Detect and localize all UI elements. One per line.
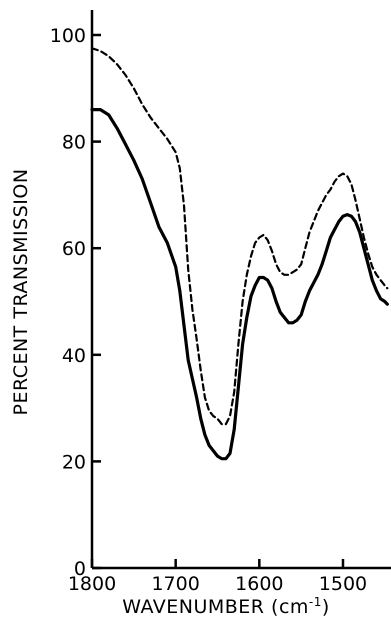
series-line-solid — [90, 108, 389, 461]
labels-layer: PERCENT TRANSMISSION WAVENUMBER (cm-1) — [10, 168, 330, 618]
series-line-dashed — [90, 47, 389, 426]
x-tick-label-1500: 1500 — [319, 573, 367, 595]
x-axis-title-superscript: -1 — [309, 595, 322, 609]
axes-layer — [90, 10, 391, 570]
y-tick-label-80: 80 — [62, 132, 86, 154]
x-axis-title-main: WAVENUMBER (cm — [122, 596, 309, 618]
y-axis-title: PERCENT TRANSMISSION — [10, 168, 32, 415]
y-tick-label-0: 0 — [74, 558, 86, 580]
x-tick-label-1600: 1600 — [235, 573, 283, 595]
x-tick-label-1700: 1700 — [151, 573, 199, 595]
x-axis-title: WAVENUMBER (cm-1) — [122, 595, 330, 618]
series-layer — [90, 47, 389, 461]
x-axis-title-close: ) — [322, 596, 330, 618]
y-tick-label-60: 60 — [62, 238, 86, 260]
y-tick-label-40: 40 — [62, 345, 86, 367]
y-tick-label-100: 100 — [50, 25, 86, 47]
y-tick-label-20: 20 — [62, 451, 86, 473]
x-tick-label-1800: 1800 — [68, 573, 116, 595]
ticks-layer: 0 20 40 60 80 100 1800 1700 1600 1500 — [50, 25, 367, 595]
